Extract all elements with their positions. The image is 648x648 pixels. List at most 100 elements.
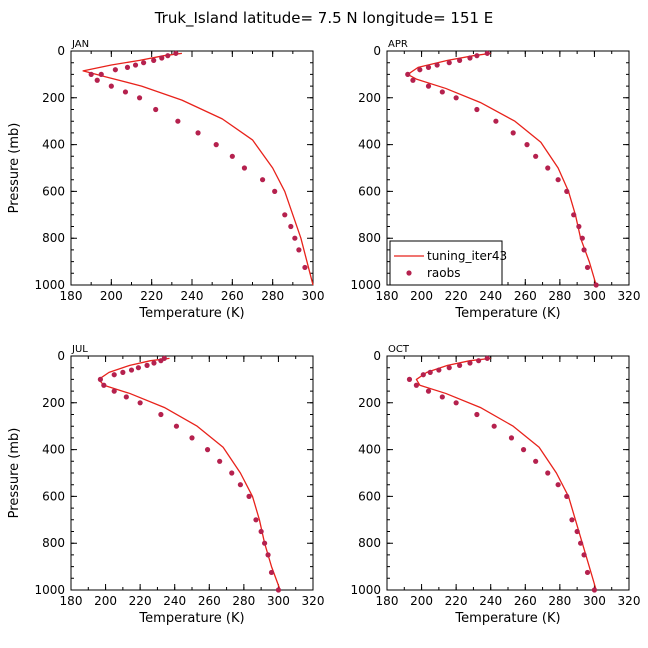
oct-x-tick-label-240: 240: [479, 594, 502, 608]
oct-raobs-point-9: [413, 382, 419, 388]
jul-x-tick-label-220: 220: [129, 594, 152, 608]
apr-raobs-point-1: [474, 53, 480, 59]
jan-raobs-point-25: [296, 247, 302, 253]
jan-y-tick-label-600: 600: [42, 184, 65, 198]
jul-y-axis-label: Pressure (mb): [7, 428, 22, 519]
oct-y-tick-label-1000: 1000: [350, 583, 381, 597]
jul-x-tick-label-280: 280: [232, 594, 255, 608]
jul-y-tick-label-400: 400: [42, 443, 65, 457]
jan-x-tick-label-300: 300: [302, 289, 325, 303]
oct-x-tick-label-260: 260: [514, 594, 537, 608]
jan-raobs-point-18: [229, 153, 235, 159]
oct-x-tick-label-320: 320: [618, 594, 641, 608]
apr-raobs-point-3: [457, 57, 463, 63]
apr-raobs-point-6: [425, 64, 432, 70]
oct-raobs-point-10: [425, 388, 432, 394]
apr-raobs-point-7: [417, 67, 423, 73]
legend-label-obs: raobs: [427, 266, 461, 280]
legend-box: [389, 240, 503, 286]
apr-raobs-point-8: [405, 71, 411, 77]
oct-panel-label: OCT: [388, 344, 410, 355]
apr-x-tick-label-220: 220: [445, 289, 468, 303]
jan-raobs-point-2: [159, 55, 165, 61]
apr-x-tick-label-260: 260: [514, 289, 537, 303]
jul-plot-frame: [70, 355, 314, 591]
jul-raobs-point-22: [258, 528, 264, 535]
jan-series-tuning-iter43-line: [82, 52, 314, 286]
apr-raobs-point-4: [446, 60, 452, 66]
jul-raobs-point-17: [217, 458, 223, 464]
jul-x-tick-label-180: 180: [60, 594, 83, 608]
oct-raobs-point-20: [564, 493, 570, 499]
oct-x-tick-label-200: 200: [410, 594, 433, 608]
jan-raobs-point-26: [302, 264, 308, 271]
jul-minor-ticks: [70, 355, 314, 591]
jul-raobs-point-10: [111, 388, 117, 394]
jul-raobs-point-7: [111, 372, 117, 378]
oct-x-axis-label: Temperature (K): [454, 611, 560, 626]
oct-raobs-point-24: [581, 552, 587, 558]
apr-plot-frame: [386, 50, 630, 286]
oct-y-tick-label-0: 0: [373, 349, 381, 363]
jan-raobs-point-14: [153, 106, 159, 113]
apr-raobs-point-2: [467, 55, 473, 61]
jul-y-tick-label-800: 800: [42, 536, 65, 550]
jan-raobs-point-0: [173, 50, 179, 56]
jan-raobs-point-12: [122, 89, 129, 95]
jul-y-tick-label-600: 600: [42, 489, 65, 503]
apr-raobs-point-10: [425, 83, 432, 89]
apr-raobs-point-14: [493, 118, 499, 124]
apr-raobs-point-0: [484, 50, 490, 56]
jul-x-axis-label: Temperature (K): [138, 611, 244, 626]
jul-raobs-point-21: [253, 517, 259, 523]
jan-x-tick-label-200: 200: [100, 289, 123, 303]
panel-jan: 180 200 220 240 260 280 300 0 200 400 600 800 1000 JA…: [7, 39, 324, 321]
jul-raobs-point-25: [268, 569, 275, 576]
oct-raobs-point-11: [439, 394, 445, 400]
oct-raobs-point-26: [591, 587, 598, 593]
apr-raobs-point-12: [453, 95, 459, 101]
jan-raobs-point-17: [213, 142, 219, 148]
jan-raobs-point-22: [282, 212, 288, 218]
jan-x-tick-label-180: 180: [60, 289, 83, 303]
jan-raobs-point-6: [124, 64, 131, 70]
jul-x-tick-label-320: 320: [302, 594, 325, 608]
figure-title: Truk_Island latitude= 7.5 N longitude= 1…: [154, 9, 494, 28]
jul-raobs-point-26: [275, 587, 282, 593]
jan-raobs-point-1: [165, 53, 171, 59]
legend-marker-swatch: [406, 270, 412, 276]
oct-raobs-point-3: [457, 362, 463, 368]
jan-x-axis-label: Temperature (K): [138, 306, 244, 321]
oct-raobs-point-0: [484, 355, 490, 361]
jul-raobs-point-13: [158, 411, 164, 418]
jan-plot-frame: [70, 50, 314, 286]
apr-x-tick-label-300: 300: [583, 289, 606, 303]
jul-y-tick-label-1000: 1000: [34, 583, 65, 597]
oct-series-tuning-iter43-line: [415, 357, 597, 591]
jul-y-tick-label-0: 0: [57, 349, 65, 363]
oct-raobs-point-16: [520, 447, 527, 453]
jan-raobs-point-20: [259, 177, 266, 183]
jul-x-tick-label-240: 240: [163, 594, 186, 608]
apr-y-tick-label-200: 200: [358, 91, 381, 105]
apr-raobs-point-11: [439, 89, 445, 95]
oct-raobs-point-7: [420, 372, 426, 378]
jul-raobs-point-23: [262, 540, 268, 546]
apr-raobs-point-18: [545, 165, 551, 171]
jan-raobs-point-13: [136, 95, 143, 101]
oct-raobs-point-25: [584, 569, 591, 576]
jul-raobs-point-18: [229, 470, 235, 476]
jan-raobs-point-9: [88, 71, 94, 77]
jul-x-tick-label-260: 260: [198, 594, 221, 608]
jul-raobs-point-19: [237, 482, 243, 488]
jan-raobs-point-24: [292, 235, 298, 241]
apr-panel-label: APR: [388, 39, 408, 50]
jan-raobs-point-10: [94, 77, 100, 83]
apr-y-tick-label-800: 800: [358, 231, 381, 245]
oct-x-tick-label-300: 300: [583, 594, 606, 608]
apr-y-tick-label-600: 600: [358, 184, 381, 198]
jan-raobs-point-8: [98, 71, 104, 77]
apr-raobs-point-26: [593, 282, 599, 288]
oct-raobs-point-8: [406, 376, 413, 382]
